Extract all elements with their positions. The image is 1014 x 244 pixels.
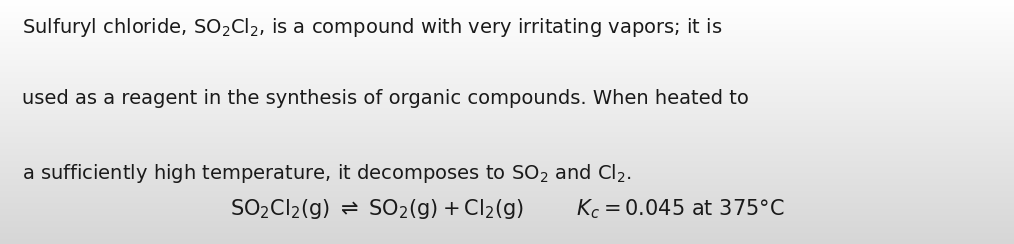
- Text: a sufficiently high temperature, it decomposes to $\mathregular{SO_2}$ and $\mat: a sufficiently high temperature, it deco…: [22, 162, 633, 185]
- Text: used as a reagent in the synthesis of organic compounds. When heated to: used as a reagent in the synthesis of or…: [22, 89, 749, 108]
- Text: Sulfuryl chloride, $\mathregular{SO_2Cl_2}$, is a compound with very irritating : Sulfuryl chloride, $\mathregular{SO_2Cl_…: [22, 16, 723, 39]
- Text: $\mathregular{SO_2Cl_2(g)}$ $\rightleftharpoons$ $\mathregular{SO_2(g) + Cl_2(g): $\mathregular{SO_2Cl_2(g)}$ $\rightlefth…: [230, 197, 784, 221]
